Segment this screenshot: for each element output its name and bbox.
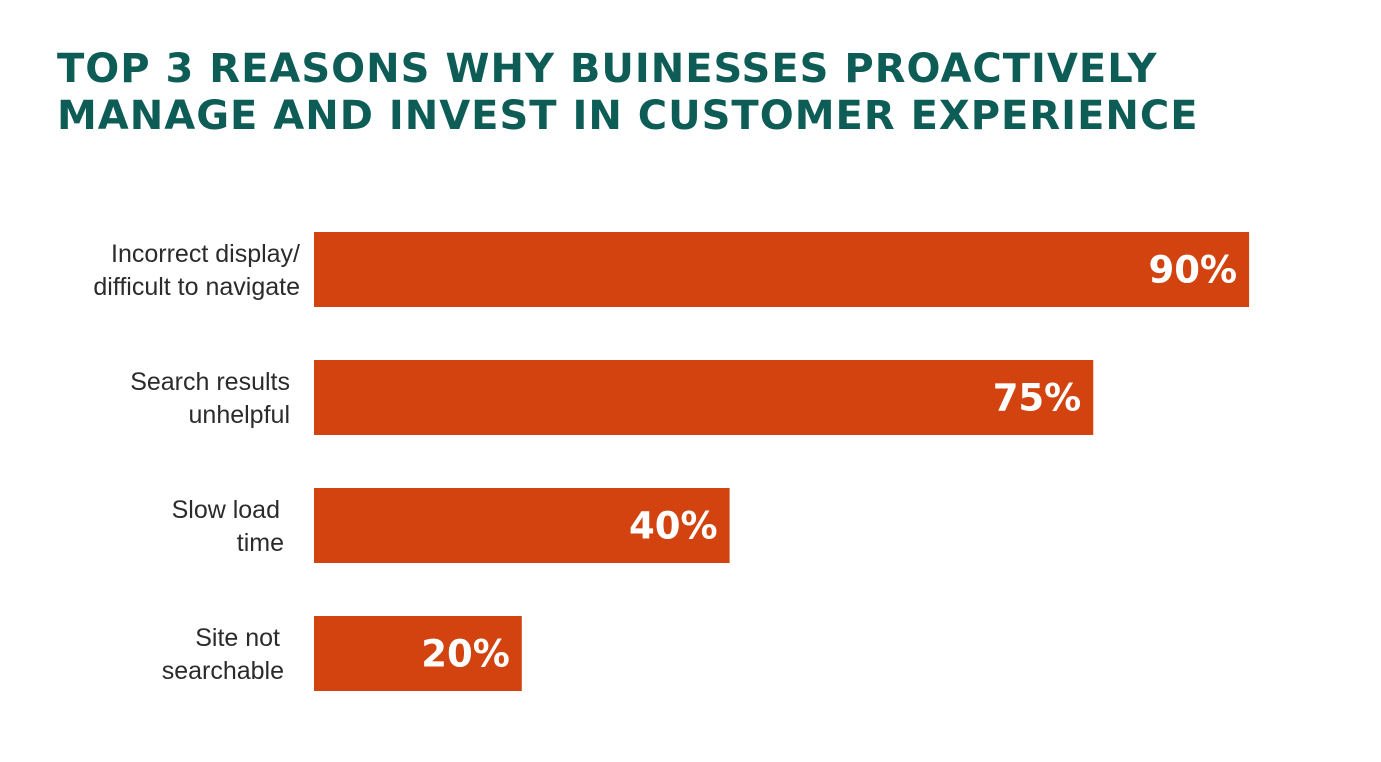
category-label: Incorrect display/ <box>111 240 300 268</box>
bar-value-label: 75% <box>993 377 1082 420</box>
category-label: time <box>237 529 284 557</box>
category-label: difficult to navigate <box>93 273 300 301</box>
chart-title-line-2: MANAGE AND INVEST IN CUSTOMER EXPERIENCE <box>57 93 1199 139</box>
category-label: searchable <box>162 657 284 685</box>
bar-group: 20% Site not searchable <box>162 616 522 691</box>
chart-title: TOP 3 REASONS WHY BUINESSES PROACTIVELY … <box>57 46 1337 140</box>
bar-group: 90% Incorrect display/difficult to naviga… <box>93 232 1250 307</box>
bar <box>314 488 730 563</box>
bar-group: 75% Search results unhelpful <box>130 360 1094 435</box>
bar <box>314 360 1094 435</box>
bar-value-label: 90% <box>1149 249 1238 292</box>
category-label: Site not <box>195 624 280 652</box>
bar <box>314 616 522 691</box>
chart-title-line-1: TOP 3 REASONS WHY BUINESSES PROACTIVELY <box>57 46 1158 92</box>
category-label: Search results <box>130 368 290 396</box>
bar-group: 40% Slow load time <box>172 488 730 563</box>
category-label: unhelpful <box>189 401 290 429</box>
category-label: Slow load <box>172 496 280 524</box>
bar <box>314 232 1250 307</box>
bar-value-label: 20% <box>421 633 510 676</box>
bar-value-label: 40% <box>629 505 718 548</box>
